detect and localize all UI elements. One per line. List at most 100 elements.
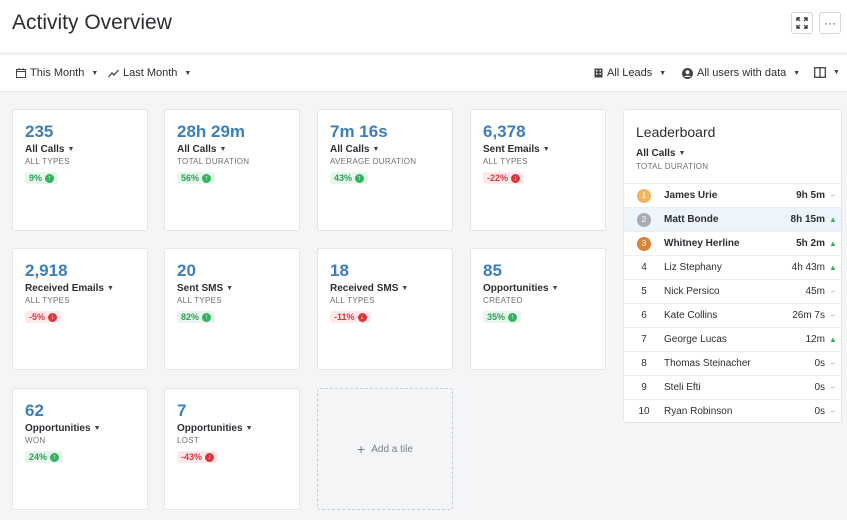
tile-value: 18 [330,261,349,280]
user-name: Thomas Steinacher [664,358,751,369]
metric-tile[interactable]: 20 Sent SMS ▼ ALL TYPES 82% ↑ [164,248,300,370]
leaderboard-row[interactable]: 6 Kate Collins 26m 7s – [624,303,841,327]
tile-metric-dropdown[interactable]: Received SMS ▼ [330,283,440,294]
user-circle-icon [682,67,693,79]
plus-icon: + [357,441,366,457]
rank: 3 [624,236,664,251]
more-button[interactable]: ··· [819,12,841,34]
leaderboard-row[interactable]: 3 Whitney Herline 5h 2m ▲ [624,231,841,255]
tile-metric-dropdown[interactable]: All Calls ▼ [25,144,135,155]
leaderboard-metric-dropdown[interactable]: All Calls ▼ [636,148,685,159]
user-value: 8h 15m [790,214,825,225]
tile-metric-label: Sent Emails [483,144,540,155]
trend-up-icon: ▲ [829,215,837,224]
metric-tile[interactable]: 62 Opportunities ▼ WON 24% ↑ [12,388,148,510]
tile-subtitle: LOST [177,436,200,445]
columns-icon [814,67,826,78]
change-badge: -22% ↓ [483,172,525,184]
rank: 7 [641,334,647,345]
metric-tile[interactable]: 2,918 Received Emails ▼ ALL TYPES -5% ↓ [12,248,148,370]
rank: 5 [641,286,647,297]
tile-metric-dropdown[interactable]: Received Emails ▼ [25,283,135,294]
tile-metric-dropdown[interactable]: Sent Emails ▼ [483,144,593,155]
change-badge: -43% ↓ [177,451,219,463]
add-tile-button[interactable]: + Add a tile [317,388,453,510]
metric-tile[interactable]: 18 Received SMS ▼ ALL TYPES -11% ↓ [317,248,453,370]
tile-value: 62 [25,401,44,420]
metric-tile[interactable]: 85 Opportunities ▼ CREATED 35% ↑ [470,248,606,370]
caret-down-icon: ▼ [226,285,234,292]
rank-medal-icon: 2 [637,212,651,227]
period-label: This Month [30,67,85,79]
user-name: Steli Efti [664,382,701,393]
user-value: 12m [805,334,825,345]
arrow-down-icon: ↓ [511,173,521,183]
caret-down-icon: ▼ [542,146,550,153]
tile-metric-dropdown[interactable]: Opportunities ▼ [483,283,593,294]
change-badge: 9% ↑ [25,172,59,184]
leaderboard-row[interactable]: 7 George Lucas 12m ▲ [624,327,841,351]
metric-tile[interactable]: 235 All Calls ▼ ALL TYPES 9% ↑ [12,109,148,231]
metric-tile[interactable]: 7m 16s All Calls ▼ AVERAGE DURATION 43% … [317,109,453,231]
trend-up-icon: ▲ [829,335,837,344]
rank-medal-icon: 1 [637,188,651,203]
compare-label: Last Month [123,67,178,79]
change-value: 56% [181,173,200,183]
change-badge: -11% ↓ [330,311,371,323]
user-name: Nick Persico [664,286,720,297]
tile-metric-dropdown[interactable]: Opportunities ▼ [177,423,287,434]
tile-subtitle: ALL TYPES [25,296,70,305]
trend-up-icon: ▲ [829,239,837,248]
fullscreen-button[interactable] [791,12,813,34]
arrow-down-icon: ↓ [357,312,367,322]
caret-down-icon: ▼ [833,69,840,76]
change-value: -43% [181,452,203,462]
users-label: All users with data [697,67,787,79]
trend-flat-icon: – [830,311,836,320]
tile-metric-dropdown[interactable]: Sent SMS ▼ [177,283,287,294]
users-dropdown[interactable]: All users with data ▼ [682,67,800,79]
metric-tile[interactable]: 6,378 Sent Emails ▼ ALL TYPES -22% ↓ [470,109,606,231]
tile-metric-label: Sent SMS [177,283,224,294]
tile-metric-dropdown[interactable]: All Calls ▼ [330,144,440,155]
tile-metric-dropdown[interactable]: Opportunities ▼ [25,423,135,434]
tile-metric-dropdown[interactable]: All Calls ▼ [177,144,287,155]
change-value: -22% [487,173,509,183]
rank: 9 [641,382,647,393]
leaderboard-row[interactable]: 5 Nick Persico 45m – [624,279,841,303]
period-dropdown[interactable]: This Month ▼ [16,67,98,79]
layout-dropdown[interactable]: ▼ [814,67,840,78]
tile-value: 85 [483,261,502,280]
leaderboard-row[interactable]: 2 Matt Bonde 8h 15m ▲ [624,207,841,231]
leaderboard-row[interactable]: 4 Liz Stephany 4h 43m ▲ [624,255,841,279]
tile-metric-label: Received SMS [330,283,399,294]
leaderboard-row[interactable]: 9 Steli Efti 0s – [624,375,841,399]
tile-value: 2,918 [25,261,68,280]
compare-dropdown[interactable]: Last Month ▼ [108,67,191,79]
tile-metric-label: Opportunities [25,423,91,434]
leaderboard-row[interactable]: 8 Thomas Steinacher 0s – [624,351,841,375]
caret-down-icon: ▼ [551,285,559,292]
rank: 6 [641,310,647,321]
change-value: -11% [334,312,355,322]
metric-tile[interactable]: 28h 29m All Calls ▼ TOTAL DURATION 56% ↑ [164,109,300,231]
leaderboard-row[interactable]: 10 Ryan Robinson 0s – [624,399,841,423]
user-name: Matt Bonde [664,214,719,225]
expand-icon [796,17,808,29]
caret-down-icon: ▼ [106,285,114,292]
leads-label: All Leads [607,67,653,79]
metric-tile[interactable]: 7 Opportunities ▼ LOST -43% ↓ [164,388,300,510]
tile-metric-label: All Calls [25,144,65,155]
caret-down-icon: ▼ [93,425,101,432]
leaderboard-subtitle: TOTAL DURATION [636,162,709,171]
leaderboard-title: Leaderboard [636,124,716,140]
trend-flat-icon: – [830,359,836,368]
leads-dropdown[interactable]: All Leads ▼ [594,67,666,79]
user-value: 9h 5m [796,190,825,201]
leaderboard-metric-label: All Calls [636,148,676,159]
leaderboard-row[interactable]: 1 James Urie 9h 5m – [624,183,841,207]
tile-value: 7m 16s [330,122,388,141]
rank: 8 [641,358,647,369]
tile-subtitle: ALL TYPES [483,157,528,166]
user-name: Liz Stephany [664,262,722,273]
